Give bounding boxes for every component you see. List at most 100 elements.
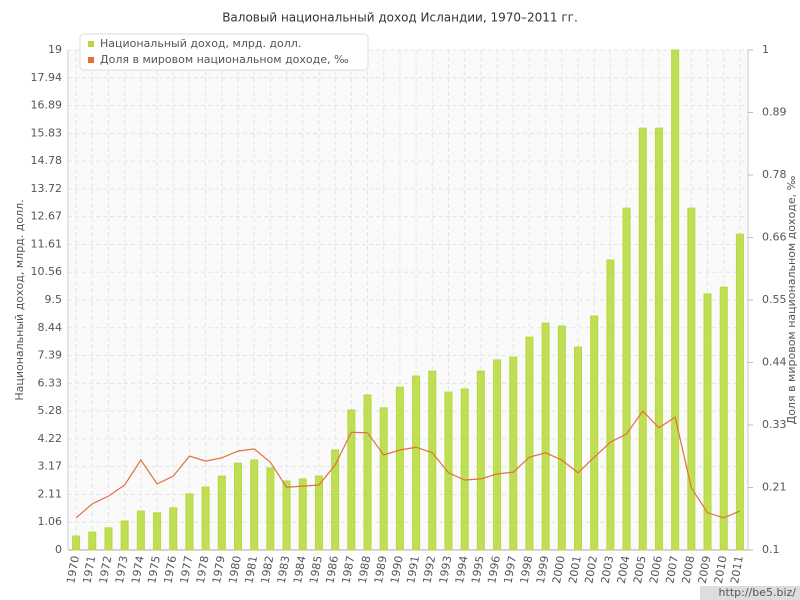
legend-swatch xyxy=(88,41,94,47)
x-tick-label: 1971 xyxy=(81,555,99,585)
y-tick-label: 1.06 xyxy=(38,515,63,528)
y2-tick-label: 0.89 xyxy=(762,106,787,119)
bar xyxy=(363,394,372,551)
x-tick-label: 2004 xyxy=(615,555,633,585)
bar xyxy=(719,286,728,551)
x-tick-label: 1975 xyxy=(145,555,163,585)
bar xyxy=(476,370,485,551)
x-tick-label: 1999 xyxy=(534,555,552,585)
bar xyxy=(266,467,275,551)
legend-label: Национальный доход, млрд. долл. xyxy=(100,37,301,50)
bar xyxy=(687,207,696,551)
x-tick-label: 2000 xyxy=(550,555,568,585)
x-tick-label: 2003 xyxy=(599,555,617,585)
x-tick-label: 1991 xyxy=(404,555,422,585)
y-tick-label: 6.33 xyxy=(38,376,63,389)
x-tick-label: 2001 xyxy=(566,555,584,585)
x-tick-label: 1974 xyxy=(129,555,147,585)
x-tick-label: 1973 xyxy=(113,555,131,585)
y2-axis-label: Доля в мировом национальном доходе, ‰ xyxy=(785,175,798,424)
y-tick-label: 17.94 xyxy=(31,71,63,84)
x-tick-label: 1998 xyxy=(518,555,536,585)
y2-tick-label: 0.55 xyxy=(762,293,787,306)
x-tick-label: 2010 xyxy=(712,555,730,585)
y-tick-label: 19 xyxy=(48,43,62,56)
x-tick-label: 1984 xyxy=(291,555,309,585)
bar xyxy=(282,480,291,551)
y2-tick-label: 0.78 xyxy=(762,168,787,181)
legend-box xyxy=(79,33,369,71)
x-tick-label: 1986 xyxy=(323,555,341,585)
bar xyxy=(298,478,307,551)
bar xyxy=(428,370,437,551)
bar xyxy=(444,391,453,551)
bar xyxy=(493,359,502,551)
bar xyxy=(557,325,566,551)
y-tick-label: 11.61 xyxy=(31,237,63,250)
y-tick-label: 3.17 xyxy=(38,460,63,473)
bar xyxy=(169,507,178,551)
x-tick-label: 2006 xyxy=(647,555,665,585)
legend: Национальный доход, млрд. долл. Доля в ми… xyxy=(79,33,369,71)
bar xyxy=(703,293,712,551)
bar xyxy=(379,407,388,551)
y-tick-label: 15.83 xyxy=(31,126,63,139)
bar xyxy=(234,462,242,551)
x-tick-label: 1976 xyxy=(161,555,179,585)
x-tick-label: 1997 xyxy=(501,555,519,585)
x-tick-label: 1989 xyxy=(372,555,390,585)
bar xyxy=(606,259,615,551)
x-tick-label: 1992 xyxy=(421,555,439,585)
y-tick-label: 10.56 xyxy=(31,265,63,278)
x-tick-label: 2011 xyxy=(728,555,746,585)
y2-tick-label: 0.21 xyxy=(762,481,787,494)
x-tick-label: 1994 xyxy=(453,555,471,585)
x-tick-label: 2005 xyxy=(631,555,649,585)
bar xyxy=(735,233,744,551)
chart-title: Валовый национальный доход Исландии, 197… xyxy=(222,11,578,25)
bar xyxy=(509,356,518,551)
bar xyxy=(314,475,323,551)
y-tick-label: 5.28 xyxy=(38,404,63,417)
y-tick-label: 14.78 xyxy=(31,154,63,167)
y-tick-label: 13.72 xyxy=(31,182,63,195)
x-tick-label: 1983 xyxy=(275,555,293,585)
y2-tick-label: 0.33 xyxy=(762,418,787,431)
bar xyxy=(331,449,340,551)
y2-tick-label: 0.44 xyxy=(762,356,787,369)
x-tick-label: 1982 xyxy=(259,555,277,585)
bar xyxy=(671,49,680,551)
bar xyxy=(574,346,582,551)
x-tick-label: 1985 xyxy=(307,555,325,585)
x-tick-label: 1987 xyxy=(340,555,358,585)
x-tick-label: 1988 xyxy=(356,555,374,585)
x-tick-label: 1978 xyxy=(194,555,212,585)
y2-tick-label: 0.1 xyxy=(762,543,780,556)
x-tick-label: 1981 xyxy=(242,555,260,585)
bar xyxy=(88,531,97,551)
x-tick-label: 2002 xyxy=(582,555,600,585)
bar xyxy=(72,535,81,551)
bar xyxy=(654,127,663,551)
x-tick-label: 1977 xyxy=(178,555,196,585)
y2-tick-label: 0.66 xyxy=(762,231,787,244)
x-tick-label: 1995 xyxy=(469,555,487,585)
y-tick-label: 4.22 xyxy=(38,432,63,445)
bar xyxy=(153,512,162,551)
y-tick-label: 8.44 xyxy=(38,321,63,334)
y-tick-label: 9.5 xyxy=(45,293,63,306)
bar xyxy=(201,486,210,551)
x-tick-label: 1979 xyxy=(210,555,228,585)
bar xyxy=(638,127,647,551)
bar xyxy=(590,315,599,551)
legend-label: Доля в мировом национальном доходе, ‰ xyxy=(100,53,349,66)
bar xyxy=(460,388,469,551)
bar xyxy=(622,207,631,551)
y2-tick-label: 1 xyxy=(762,43,769,56)
x-tick-label: 1990 xyxy=(388,555,406,585)
x-tick-label: 2007 xyxy=(663,555,681,585)
bar xyxy=(250,459,259,551)
legend-swatch xyxy=(88,57,94,63)
bar xyxy=(136,510,145,551)
bar xyxy=(395,386,404,551)
